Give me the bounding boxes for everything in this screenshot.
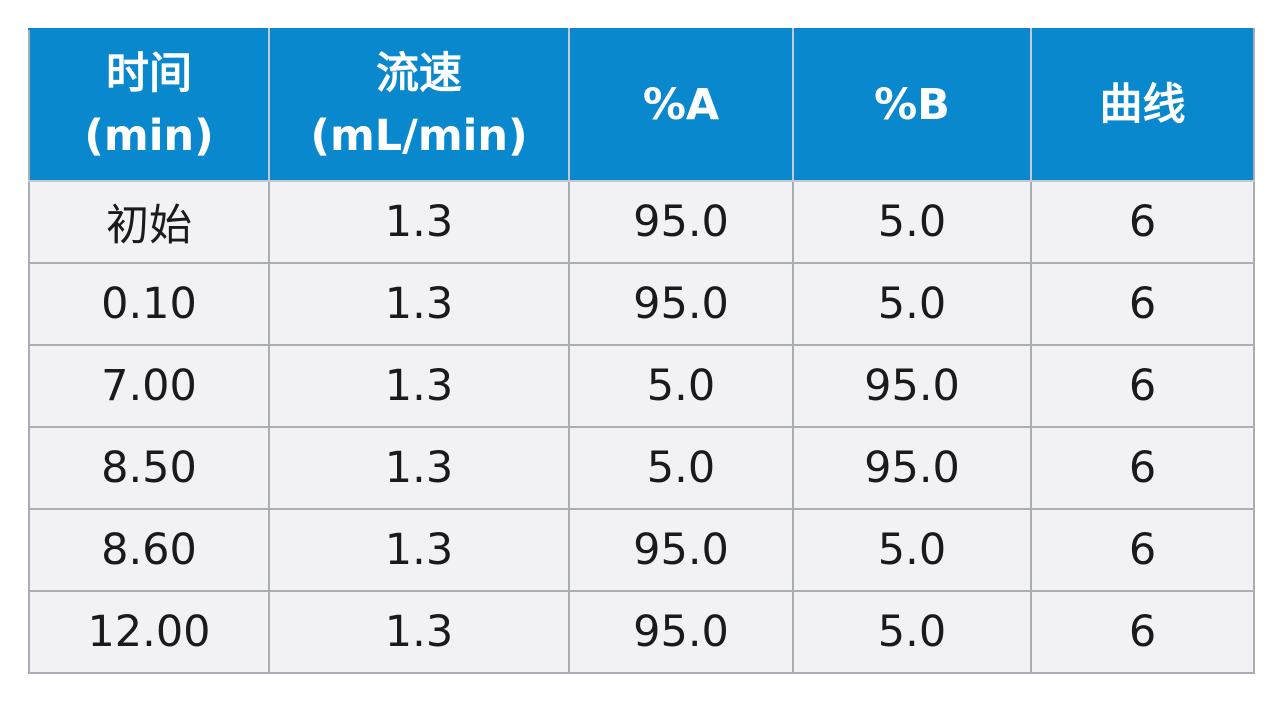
percent-a-cell: 5.0 bbox=[568, 344, 794, 428]
time-cell: 初始 bbox=[28, 180, 270, 264]
time-cell: 8.50 bbox=[28, 426, 270, 510]
header-time-label: 时间 bbox=[106, 49, 192, 99]
curve-cell: 6 bbox=[1030, 180, 1255, 264]
flow-rate-cell: 1.3 bbox=[268, 426, 570, 510]
percent-a-cell: 95.0 bbox=[568, 180, 794, 264]
table-body: 初始 1.3 95.0 5.0 6 0.10 1.3 95.0 5.0 6 7.… bbox=[28, 180, 1255, 674]
percent-b-cell: 95.0 bbox=[792, 344, 1032, 428]
header-flow-rate-unit: (mL/min) bbox=[310, 111, 528, 161]
table-row: 7.00 1.3 5.0 95.0 6 bbox=[28, 344, 1255, 428]
header-percent-b: %B bbox=[792, 28, 1032, 182]
percent-a-cell: 95.0 bbox=[568, 508, 794, 592]
header-percent-b-label: %B bbox=[874, 80, 950, 130]
percent-b-cell: 5.0 bbox=[792, 262, 1032, 346]
header-flow-rate-label: 流速 bbox=[376, 49, 462, 99]
table-row: 初始 1.3 95.0 5.0 6 bbox=[28, 180, 1255, 264]
header-flow-rate: 流速 (mL/min) bbox=[268, 28, 570, 182]
curve-cell: 6 bbox=[1030, 590, 1255, 674]
header-time-unit: (min) bbox=[84, 111, 214, 161]
curve-cell: 6 bbox=[1030, 344, 1255, 428]
percent-a-cell: 95.0 bbox=[568, 590, 794, 674]
curve-cell: 6 bbox=[1030, 426, 1255, 510]
time-cell: 12.00 bbox=[28, 590, 270, 674]
table-row: 8.60 1.3 95.0 5.0 6 bbox=[28, 508, 1255, 592]
flow-rate-cell: 1.3 bbox=[268, 262, 570, 346]
time-cell: 7.00 bbox=[28, 344, 270, 428]
header-curve: 曲线 bbox=[1030, 28, 1255, 182]
header-time: 时间 (min) bbox=[28, 28, 270, 182]
percent-a-cell: 5.0 bbox=[568, 426, 794, 510]
table-row: 8.50 1.3 5.0 95.0 6 bbox=[28, 426, 1255, 510]
table-header: 时间 (min) 流速 (mL/min) %A %B 曲线 bbox=[28, 28, 1255, 182]
table-row: 12.00 1.3 95.0 5.0 6 bbox=[28, 590, 1255, 674]
curve-cell: 6 bbox=[1030, 508, 1255, 592]
flow-rate-cell: 1.3 bbox=[268, 180, 570, 264]
percent-a-cell: 95.0 bbox=[568, 262, 794, 346]
header-percent-a-label: %A bbox=[642, 80, 720, 130]
percent-b-cell: 5.0 bbox=[792, 508, 1032, 592]
time-cell: 8.60 bbox=[28, 508, 270, 592]
gradient-table: 时间 (min) 流速 (mL/min) %A %B 曲线 初始 1.3 95.… bbox=[28, 28, 1255, 674]
header-percent-a: %A bbox=[568, 28, 794, 182]
flow-rate-cell: 1.3 bbox=[268, 508, 570, 592]
percent-b-cell: 5.0 bbox=[792, 590, 1032, 674]
curve-cell: 6 bbox=[1030, 262, 1255, 346]
header-curve-label: 曲线 bbox=[1099, 80, 1186, 130]
time-cell: 0.10 bbox=[28, 262, 270, 346]
flow-rate-cell: 1.3 bbox=[268, 344, 570, 428]
table-row: 0.10 1.3 95.0 5.0 6 bbox=[28, 262, 1255, 346]
flow-rate-cell: 1.3 bbox=[268, 590, 570, 674]
percent-b-cell: 95.0 bbox=[792, 426, 1032, 510]
header-row: 时间 (min) 流速 (mL/min) %A %B 曲线 bbox=[28, 28, 1255, 182]
percent-b-cell: 5.0 bbox=[792, 180, 1032, 264]
